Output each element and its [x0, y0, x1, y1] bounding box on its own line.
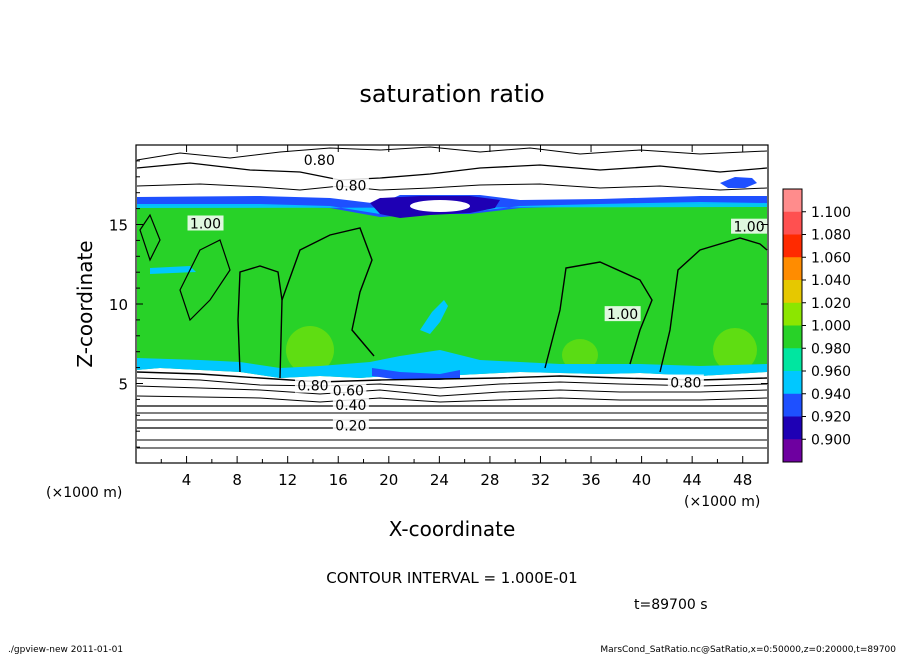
colorbar-label: 0.960: [811, 364, 851, 380]
colorbar-swatch: [783, 325, 802, 349]
colorbar-swatch: [783, 348, 802, 372]
contour-label-text: 0.80: [304, 153, 335, 169]
plot-area: 0.800.801.00 1.001.000.80 0.600.400.200.80…: [109, 144, 769, 489]
contour-label-text: 0.20: [335, 418, 366, 434]
contour-label: 0.80: [294, 377, 331, 395]
x-tick-label: 8: [232, 471, 242, 489]
contour-label: 0.60: [330, 382, 367, 399]
field-green: [137, 200, 767, 378]
contour-label: 0.40: [332, 396, 369, 414]
colorbar-label: 1.040: [811, 273, 851, 289]
contour-label: 0.20: [332, 417, 369, 434]
x-axis-label: X-coordinate: [389, 517, 516, 541]
field-core-1: [286, 326, 334, 374]
colorbar-label: 1.080: [811, 228, 851, 244]
colorbar-label: 1.000: [811, 319, 851, 335]
mid-cyan-streak: [420, 300, 448, 334]
contour-label-text: 0.60: [333, 383, 364, 399]
colorbar-swatch: [783, 280, 802, 304]
contour-label-text: 0.80: [670, 376, 701, 392]
colorbar-label: 0.900: [811, 432, 851, 448]
x-tick-label: 16: [329, 471, 348, 489]
x-tick-label: 28: [480, 471, 499, 489]
x-tick-label: 12: [278, 471, 297, 489]
contour-label-text: 0.80: [335, 178, 366, 194]
colorbar-swatch: [783, 211, 802, 235]
chart-title: saturation ratio: [359, 80, 544, 108]
footer-left: ./gpview-new 2011-01-01: [8, 645, 123, 654]
left-cyan-streak: [150, 266, 196, 274]
x-tick-label: 4: [182, 471, 192, 489]
x-tick-label: 20: [379, 471, 398, 489]
colorbar-label: 0.940: [811, 387, 851, 403]
bottom-blue-streak: [372, 368, 460, 380]
colorbar-swatch: [783, 393, 802, 417]
field-core-3: [713, 328, 757, 372]
cloud-gap: [410, 200, 470, 212]
contour-label: 0.80: [301, 151, 338, 169]
time-label: t=89700 s: [634, 597, 708, 613]
colorbar-label: 1.060: [811, 250, 851, 266]
x-tick-label: 36: [581, 471, 600, 489]
contour-label: 1.00: [604, 306, 641, 323]
y-axis-label: Z-coordinate: [73, 240, 97, 367]
colorbar-swatch: [783, 416, 802, 440]
colorbar-label: 1.020: [811, 296, 851, 312]
contour-labels: 0.800.801.00 1.001.000.80 0.600.400.200.80: [187, 151, 768, 434]
x-tick-label: 48: [733, 471, 752, 489]
upper-right-blob: [720, 177, 757, 188]
contour-lines: [136, 146, 768, 449]
colorbar-swatch: [783, 302, 802, 326]
contour-label-text: 0.40: [335, 398, 366, 414]
colorbar-label: 0.920: [811, 410, 851, 426]
footer-right: MarsCond_SatRatio.nc@SatRatio,x=0:50000,…: [600, 645, 896, 654]
colorbar-swatch: [783, 257, 802, 281]
colorbar: 1.100 1.080 1.060 1.040 1.020 1.000 0.980 0.960…: [782, 188, 851, 463]
x-unit-right: (×1000 m): [684, 494, 760, 510]
x-tick-label: 40: [632, 471, 651, 489]
colorbar-label: 1.100: [811, 205, 851, 221]
contour-label-text: 1.00: [733, 220, 764, 236]
contour-label-text: 1.00: [607, 307, 638, 323]
field-bottom-edge: [137, 350, 767, 378]
contour-label: 0.80: [332, 177, 369, 194]
colorbar-swatch: [783, 371, 802, 395]
contour-label: 0.80: [667, 374, 704, 392]
colorbar-swatch: [783, 439, 802, 463]
field-core-2: [562, 339, 598, 371]
x-tick-label: 32: [531, 471, 550, 489]
y-tick-label: 15: [109, 217, 128, 235]
contour-label-text: 0.80: [297, 379, 328, 395]
contour-interval-text: CONTOUR INTERVAL = 1.000E-01: [326, 569, 577, 587]
colorbar-swatch: [783, 234, 802, 258]
contour-label-text: 1.00: [190, 217, 221, 233]
x-tick-label: 44: [683, 471, 702, 489]
contour-label: 1.00: [187, 215, 224, 233]
contour-label: 1.00: [731, 218, 768, 236]
y-tick-label: 10: [109, 296, 128, 314]
x-unit-left: (×1000 m): [46, 485, 122, 501]
colorbar-swatch: [783, 189, 802, 213]
colorbar-label: 0.980: [811, 341, 851, 357]
y-tick-label: 5: [118, 376, 128, 394]
x-tick-label: 24: [430, 471, 449, 489]
